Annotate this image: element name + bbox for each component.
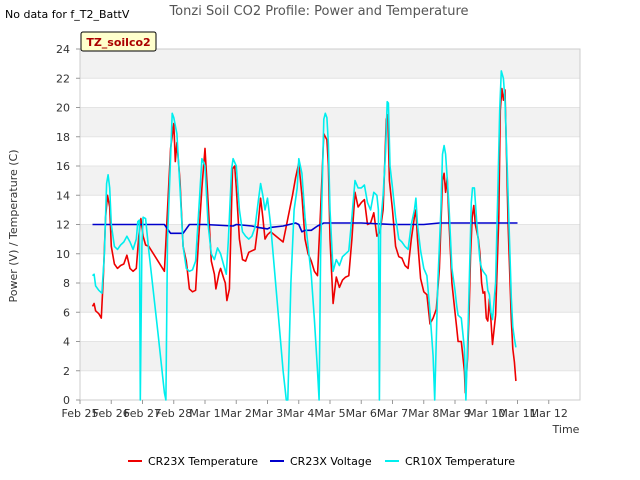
- x-tick-label: Mar 7: [377, 407, 408, 420]
- y-tick-label: 6: [63, 306, 70, 319]
- grid-band: [80, 136, 580, 166]
- y-axis-label: Power (V) / Temperature (C): [7, 149, 20, 302]
- grid-band: [80, 78, 580, 108]
- legend-label-cr10x-temperature: CR10X Temperature: [405, 455, 515, 468]
- y-tick-label: 24: [56, 43, 70, 56]
- legend: CR23X Temperature CR23X Voltage CR10X Temp…: [128, 455, 515, 468]
- x-tick-label: Mar 4: [283, 407, 314, 420]
- x-tick-label: Mar 10: [467, 407, 505, 420]
- y-tick-label: 0: [63, 394, 70, 407]
- x-tick-label: Mar 11: [498, 407, 536, 420]
- y-tick-label: 8: [63, 277, 70, 290]
- y-tick-label: 4: [63, 336, 70, 349]
- grid-band: [80, 49, 580, 79]
- x-tick-label: Mar 5: [314, 407, 345, 420]
- y-tick-label: 10: [56, 248, 70, 261]
- x-tick-label: Mar 3: [252, 407, 283, 420]
- x-tick-label: Mar 6: [346, 407, 377, 420]
- legend-label-cr23x-temperature: CR23X Temperature: [148, 455, 258, 468]
- x-tick-label: Mar 12: [530, 407, 568, 420]
- cr10x-temperature-line: [91, 70, 517, 401]
- grid-band: [80, 107, 580, 137]
- x-tick-label: Mar 9: [439, 407, 470, 420]
- series-layer: [91, 70, 518, 401]
- x-tick-label: Mar 2: [221, 407, 252, 420]
- x-tick-label: Mar 1: [189, 407, 220, 420]
- site-badge-label: TZ_soilco2: [86, 36, 150, 49]
- site-badge: TZ_soilco2: [80, 31, 157, 52]
- y-tick-label: 2: [63, 365, 70, 378]
- cr23x-voltage-line: [92, 222, 518, 235]
- x-tick-label: Feb 27: [124, 407, 161, 420]
- legend-label-cr23x-voltage: CR23X Voltage: [290, 455, 372, 468]
- y-tick-label: 16: [56, 160, 70, 173]
- grid-band: [80, 312, 580, 342]
- y-tick-label: 14: [56, 189, 70, 202]
- grid-band: [80, 253, 580, 283]
- chart-title: Tonzi Soil CO2 Profile: Power and Temper…: [168, 4, 468, 19]
- no-data-note: No data for f_T2_BattV: [5, 8, 130, 21]
- x-tick-label: Feb 25: [62, 407, 99, 420]
- x-tick-label: Feb 28: [155, 407, 192, 420]
- x-tick-label: Feb 26: [93, 407, 130, 420]
- y-tick-label: 18: [56, 131, 70, 144]
- x-axis-label: Time: [552, 423, 580, 436]
- x-tick-label: Mar 8: [408, 407, 439, 420]
- y-tick-label: 22: [56, 72, 70, 85]
- y-tick-label: 20: [56, 102, 70, 115]
- grid-band: [80, 341, 580, 371]
- y-tick-label: 12: [56, 219, 70, 232]
- grid-band: [80, 370, 580, 400]
